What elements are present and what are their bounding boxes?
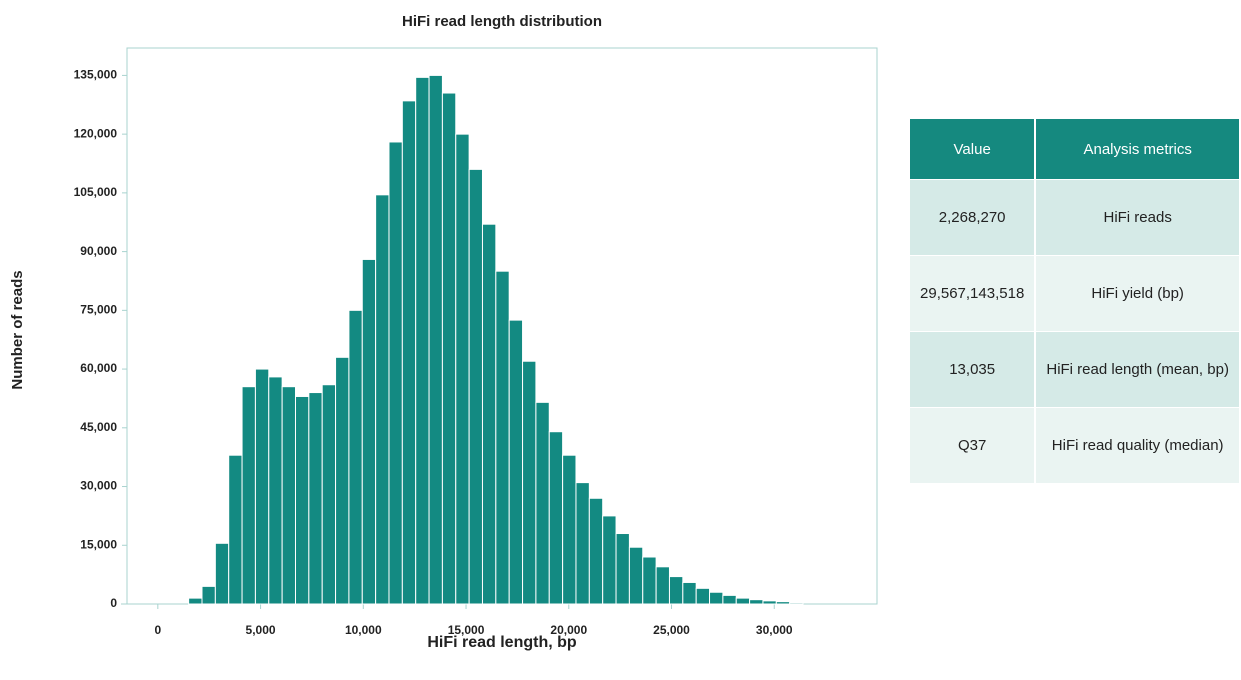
- y-tick-label: 90,000: [80, 244, 117, 258]
- bar: [401, 100, 417, 605]
- bar: [695, 587, 711, 605]
- bar: [789, 602, 804, 605]
- table-row: 2,268,270 HiFi reads: [910, 179, 1241, 256]
- y-tick-label: 30,000: [80, 479, 117, 493]
- table-cell: HiFi read length (mean, bp): [1035, 331, 1241, 408]
- y-axis-label: Number of reads: [9, 270, 26, 389]
- table-cell: HiFi yield (bp): [1035, 255, 1241, 332]
- bar: [388, 141, 403, 605]
- bar: [535, 401, 550, 605]
- bar: [375, 194, 390, 605]
- bar: [415, 76, 430, 605]
- bar: [455, 133, 470, 605]
- bar: [588, 497, 604, 605]
- bar: [321, 384, 337, 605]
- x-tick-label: 5,000: [246, 623, 276, 637]
- table-cell: 2,268,270: [910, 179, 1037, 256]
- table-row: 29,567,143,518 HiFi yield (bp): [910, 255, 1241, 332]
- bar: [709, 591, 724, 605]
- bar: [441, 92, 457, 605]
- bar: [668, 576, 684, 605]
- bar: [562, 454, 577, 605]
- table-cell: HiFi read quality (median): [1035, 407, 1241, 484]
- bar: [294, 395, 310, 605]
- bar: [214, 542, 230, 605]
- table-header: Value: [910, 119, 1037, 180]
- bar: [335, 356, 350, 605]
- bar: [281, 386, 296, 605]
- table-cell: 29,567,143,518: [910, 255, 1037, 332]
- x-tick-label: 25,000: [653, 623, 690, 637]
- y-tick-label: 135,000: [74, 68, 118, 82]
- x-tick-label: 0: [154, 623, 161, 637]
- bar: [749, 599, 764, 605]
- bar: [228, 454, 243, 605]
- bar: [642, 556, 657, 605]
- bar: [308, 392, 323, 605]
- bar: [655, 566, 670, 605]
- x-tick-label: 10,000: [345, 623, 382, 637]
- y-tick-label: 105,000: [74, 185, 118, 199]
- bar: [508, 319, 524, 605]
- bar: [548, 431, 564, 605]
- bar: [495, 270, 510, 605]
- bar: [468, 168, 483, 605]
- y-tick-label: 0: [110, 596, 117, 610]
- bar: [522, 360, 537, 605]
- bar: [575, 482, 590, 605]
- bar: [361, 258, 377, 605]
- y-tick-label: 15,000: [80, 537, 117, 551]
- y-tick-label: 60,000: [80, 361, 117, 375]
- bar: [428, 74, 443, 605]
- chart-title: HiFi read length distribution: [402, 13, 602, 30]
- x-tick-label: 30,000: [756, 623, 793, 637]
- x-axis-label: HiFi read length, bp: [427, 634, 577, 651]
- table-cell: Q37: [910, 407, 1037, 484]
- chart: HiFi read length distribution HiFi read …: [9, 13, 878, 651]
- bar: [241, 386, 256, 605]
- bar: [602, 515, 617, 605]
- bar: [722, 594, 737, 605]
- bar: [254, 368, 270, 605]
- y-tick-label: 75,000: [80, 303, 117, 317]
- table-header: Analysis metrics: [1035, 119, 1241, 180]
- bar: [348, 309, 363, 605]
- bar: [735, 597, 751, 605]
- table-cell: HiFi reads: [1035, 179, 1241, 256]
- bar: [682, 581, 697, 605]
- x-tick-label: 15,000: [448, 623, 485, 637]
- table-row: 13,035 HiFi read length (mean, bp): [910, 331, 1241, 408]
- bar: [201, 585, 216, 605]
- bar: [188, 597, 203, 605]
- bar: [762, 600, 777, 605]
- table-row: Q37 HiFi read quality (median): [910, 407, 1241, 484]
- bar: [481, 223, 497, 605]
- y-tick-label: 45,000: [80, 420, 117, 434]
- bar: [628, 546, 644, 605]
- bar: [268, 376, 283, 605]
- x-tick-label: 20,000: [550, 623, 587, 637]
- table-cell: 13,035: [910, 331, 1037, 408]
- metrics-table: Value Analysis metrics 2,268,270 HiFi rea…: [910, 119, 1241, 484]
- y-tick-label: 120,000: [74, 126, 118, 140]
- bar: [775, 601, 791, 605]
- bar: [615, 533, 630, 605]
